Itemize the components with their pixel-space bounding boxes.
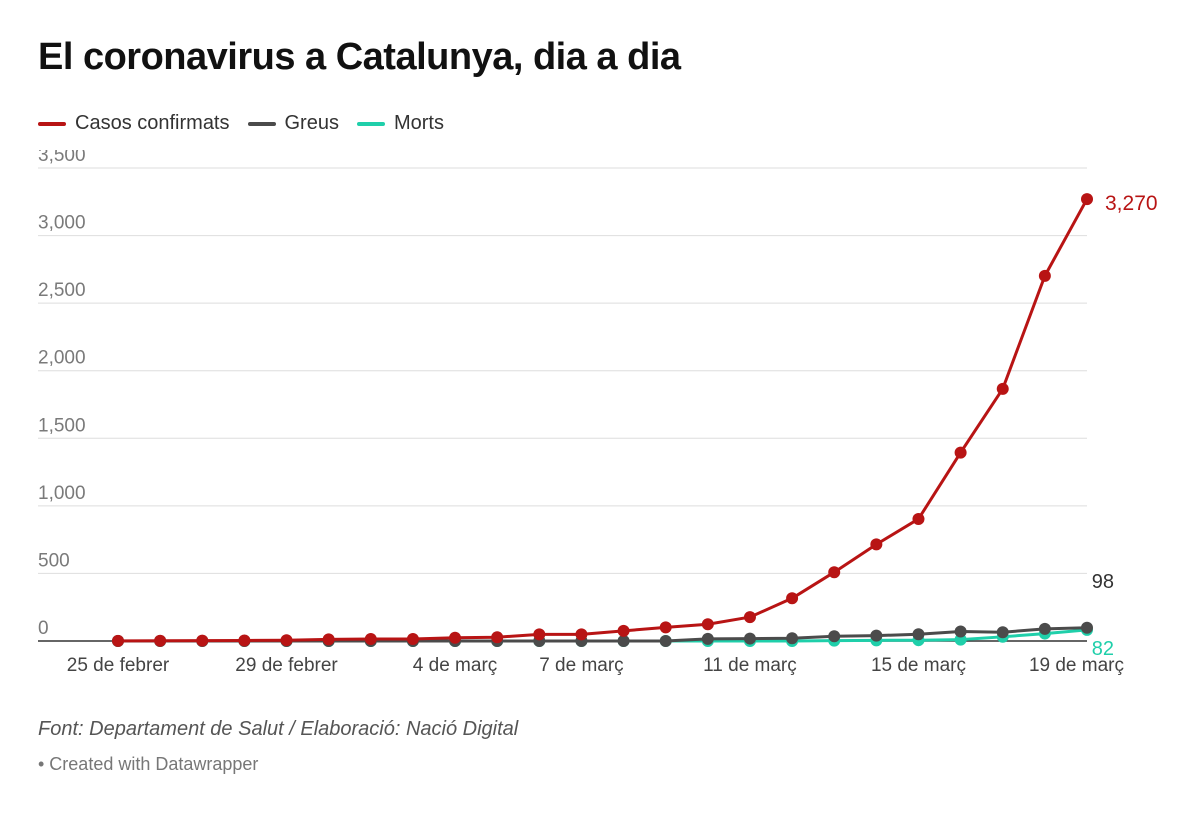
- y-tick-label: 3,000: [38, 213, 86, 234]
- line-chart: 0 500 1,000 1,500 2,000 2,500 3,000 3,500 25 de …: [38, 150, 1158, 676]
- y-tick-label: 2,500: [38, 280, 86, 301]
- y-tick-label: 1,500: [38, 415, 86, 436]
- data-point: [912, 628, 925, 641]
- data-point: [322, 633, 335, 646]
- data-point: [954, 625, 967, 638]
- data-point: [491, 631, 504, 644]
- data-point: [112, 634, 124, 647]
- data-point: [912, 512, 925, 525]
- data-point: [406, 632, 419, 645]
- data-point: [870, 538, 883, 551]
- y-tick-label: 2,000: [38, 348, 86, 369]
- x-tick-label: 19 de març: [1029, 655, 1124, 676]
- grid-layer: 0 500 1,000 1,500 2,000 2,500 3,000 3,500 25 de …: [38, 150, 1124, 676]
- x-tick-label: 11 de març: [703, 655, 797, 676]
- data-point: [870, 629, 883, 642]
- data-point: [659, 621, 672, 634]
- data-point: [1081, 193, 1093, 206]
- legend-swatch-morts: [356, 121, 385, 126]
- data-point: [1081, 621, 1093, 634]
- data-point: [575, 628, 588, 641]
- data-point: [828, 630, 841, 643]
- x-tick-label: 7 de març: [539, 655, 623, 676]
- data-point: [238, 634, 251, 647]
- end-label-0: 3,270: [1105, 192, 1158, 215]
- data-point: [1038, 622, 1051, 635]
- data-point: [533, 628, 546, 641]
- data-point: [617, 624, 630, 637]
- source-note: Font: Departament de Salut / Elaboració:…: [38, 718, 519, 740]
- legend-swatch-greus: [247, 121, 276, 126]
- y-tick-label: 1,000: [38, 483, 86, 504]
- data-point: [196, 634, 209, 647]
- x-tick-label: 4 de març: [413, 655, 497, 676]
- y-tick-label: 0: [38, 618, 49, 639]
- x-tick-label: 29 de febrer: [235, 655, 338, 676]
- data-point: [786, 632, 799, 645]
- series-layer: [112, 193, 1093, 647]
- y-tick-label: 3,500: [38, 150, 86, 166]
- data-point: [786, 592, 799, 605]
- label-layer: 3,270 98 82: [1092, 192, 1158, 660]
- data-point: [617, 635, 630, 647]
- data-point: [954, 446, 967, 459]
- end-label-2: 82: [1092, 638, 1114, 660]
- data-point: [996, 382, 1009, 395]
- legend-label-greus: Greus: [284, 112, 339, 134]
- series-line-0: [116, 197, 1089, 643]
- y-tick-label: 500: [38, 550, 70, 571]
- chart-title: El coronavirus a Catalunya, dia a dia: [38, 36, 681, 78]
- end-label-1: 98: [1092, 571, 1114, 593]
- legend-swatch-casos: [38, 121, 66, 126]
- legend-item-morts: Morts: [356, 112, 444, 135]
- data-point: [828, 566, 841, 579]
- data-point: [743, 632, 756, 645]
- data-point: [701, 618, 714, 631]
- credit-note: • Created with Datawrapper: [38, 754, 259, 774]
- data-point: [364, 632, 377, 645]
- chart-legend: Casos confirmats Greus Morts: [38, 112, 462, 135]
- data-point: [701, 632, 714, 645]
- data-point: [1038, 269, 1051, 282]
- x-tick-label: 15 de març: [871, 655, 966, 676]
- data-point: [280, 634, 293, 647]
- legend-item-casos: Casos confirmats: [38, 112, 230, 135]
- data-point: [154, 634, 167, 647]
- data-point: [996, 626, 1009, 639]
- data-point: [659, 635, 672, 647]
- legend-label-morts: Morts: [393, 112, 444, 134]
- x-tick-label: 25 de febrer: [67, 655, 170, 676]
- data-point: [743, 611, 756, 624]
- data-point: [449, 631, 462, 644]
- legend-item-greus: Greus: [247, 112, 339, 135]
- legend-label-casos: Casos confirmats: [75, 112, 230, 134]
